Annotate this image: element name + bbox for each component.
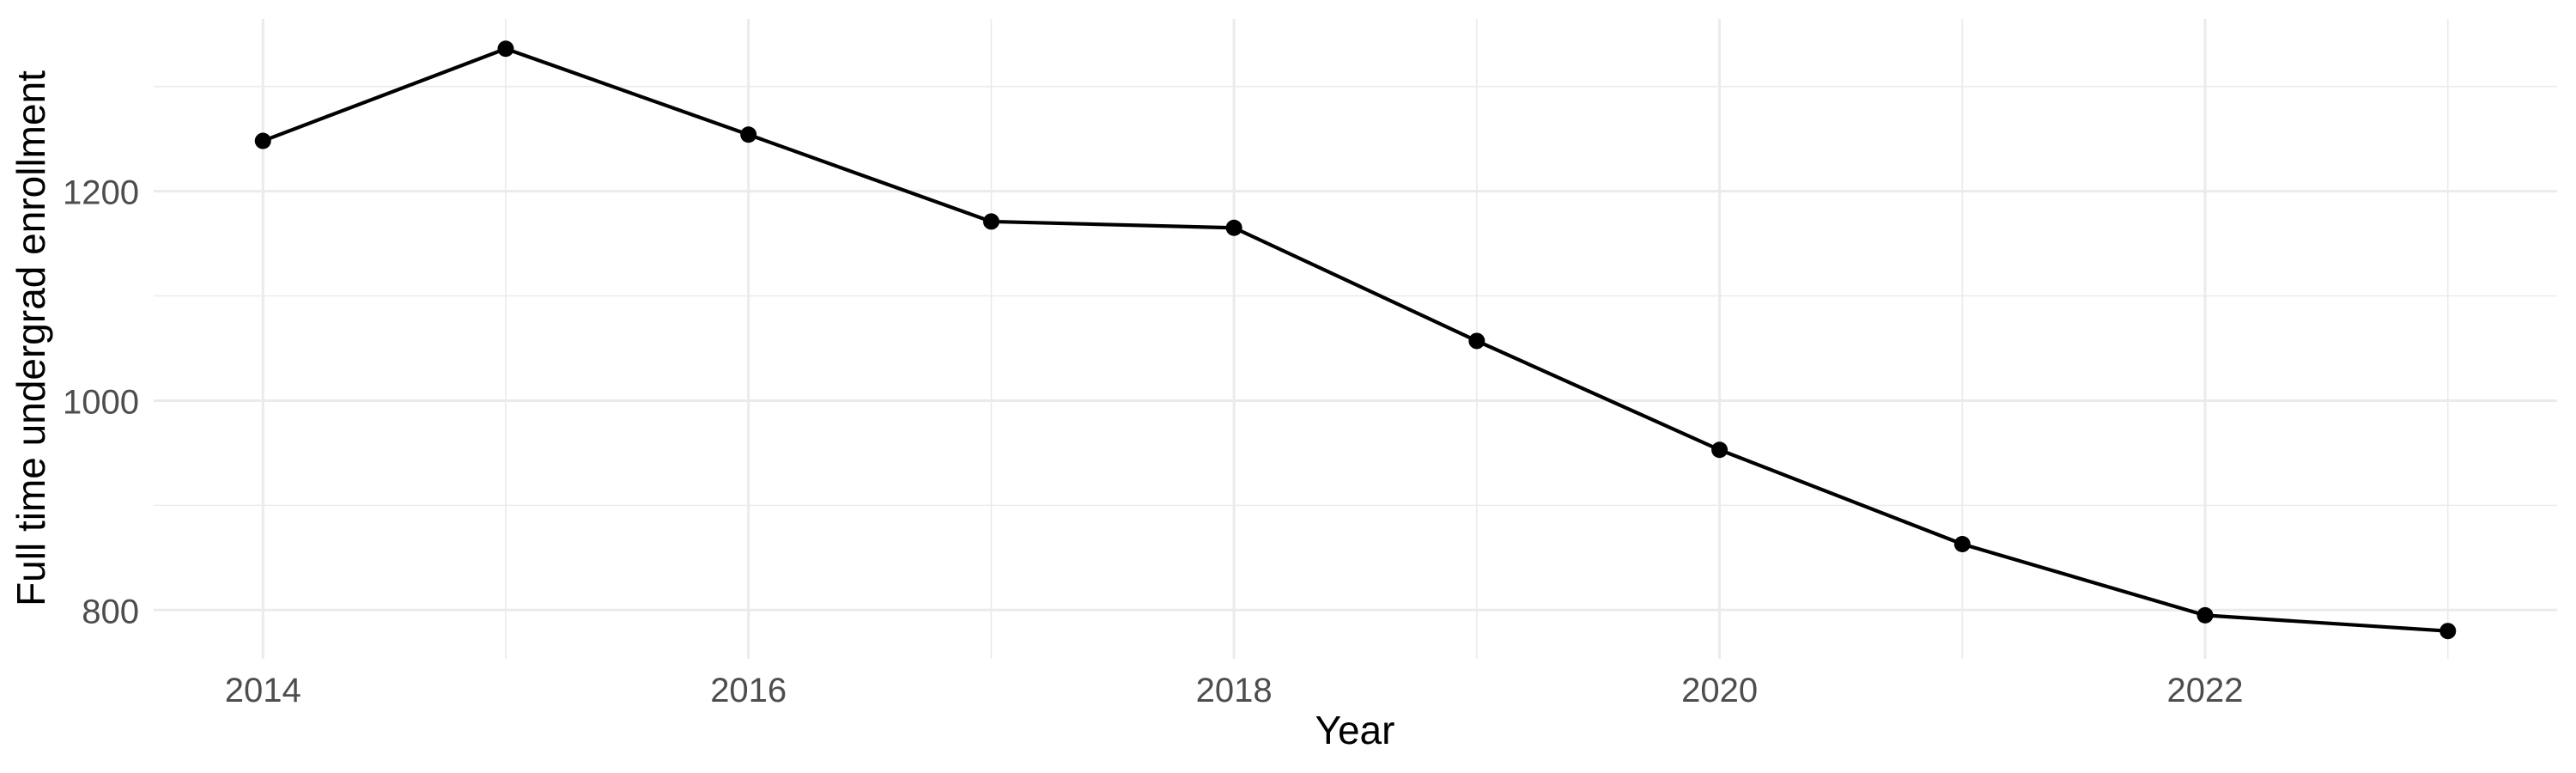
data-point xyxy=(740,126,757,143)
x-tick-label: 2016 xyxy=(710,672,787,709)
y-tick-label: 800 xyxy=(82,593,139,630)
x-tick-label: 2022 xyxy=(2167,672,2244,709)
data-point xyxy=(2439,623,2457,640)
x-axis-title: Year xyxy=(1315,708,1395,752)
x-tick-label: 2020 xyxy=(1681,672,1758,709)
plot-layer: 800 1000 1200 2014 2016 2018 2020 2022 xyxy=(63,19,2557,709)
data-point xyxy=(254,132,271,149)
data-point xyxy=(497,40,514,58)
data-point xyxy=(1225,219,1242,236)
data-point xyxy=(2196,606,2214,624)
data-point xyxy=(1468,332,1485,350)
data-point xyxy=(1711,441,1728,459)
y-axis-title: Full time undergrad enrollment xyxy=(9,70,53,606)
trend-line xyxy=(261,46,2450,633)
x-tick-label: 2018 xyxy=(1196,672,1273,709)
y-tick-label: 1000 xyxy=(63,383,139,421)
data-point xyxy=(982,213,999,230)
y-tick-label: 1200 xyxy=(63,174,139,212)
x-tick-label: 2014 xyxy=(225,672,301,709)
data-point xyxy=(1953,535,1971,552)
